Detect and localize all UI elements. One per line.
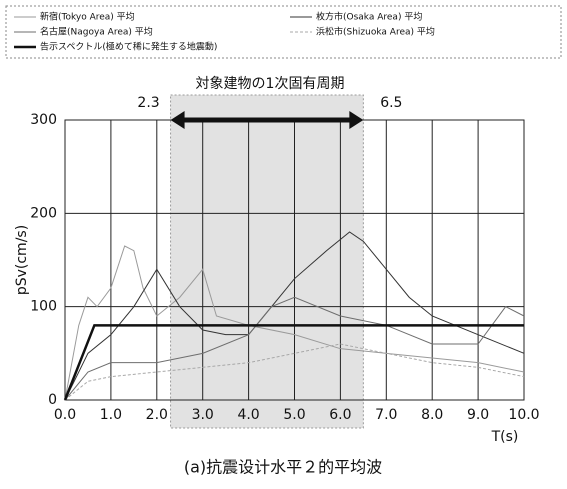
period-band [170, 94, 364, 429]
x-tick-label: 7.0 [375, 407, 397, 423]
x-axis-label: T(s) [491, 429, 519, 445]
annotation: 対象建物の1次固有周期 [196, 76, 345, 92]
x-tick-label: 8.0 [421, 407, 443, 423]
x-tick-label: 2.0 [146, 407, 168, 423]
y-tick-label: 100 [30, 299, 57, 315]
x-tick-label: 0.0 [54, 407, 76, 423]
x-tick-label: 1.0 [100, 407, 122, 423]
x-tick-label: 10.0 [508, 407, 539, 423]
series-line [63, 324, 524, 401]
range-label: 6.5 [380, 95, 402, 111]
range-label: 2.3 [137, 95, 159, 111]
legend-label: 枚方市(Osaka Area) 平均 [316, 11, 422, 23]
series-line [64, 296, 525, 401]
x-tick-label: 5.0 [283, 407, 305, 423]
legend-label: 名古屋(Nagoya Area) 平均 [40, 26, 153, 38]
y-tick-label: 300 [30, 112, 57, 128]
legend-label: 新宿(Tokyo Area) 平均 [40, 11, 135, 23]
legend-label: 告示スペクトル(極めて稀に発生する地震動) [40, 41, 217, 53]
x-tick-label: 3.0 [192, 407, 214, 423]
x-tick-label: 4.0 [237, 407, 259, 423]
y-axis-label: pSv(cm/s) [14, 225, 30, 295]
x-tick-label: 9.0 [467, 407, 489, 423]
caption: (a)抗震设计水平２的平均波 [184, 458, 382, 477]
legend-label: 浜松市(Shizuoka Area) 平均 [316, 26, 435, 38]
y-tick-label: 0 [48, 392, 57, 408]
legend-box [5, 5, 562, 59]
x-tick-label: 6.0 [329, 407, 351, 423]
y-tick-label: 200 [30, 205, 57, 221]
series-line [64, 343, 525, 401]
